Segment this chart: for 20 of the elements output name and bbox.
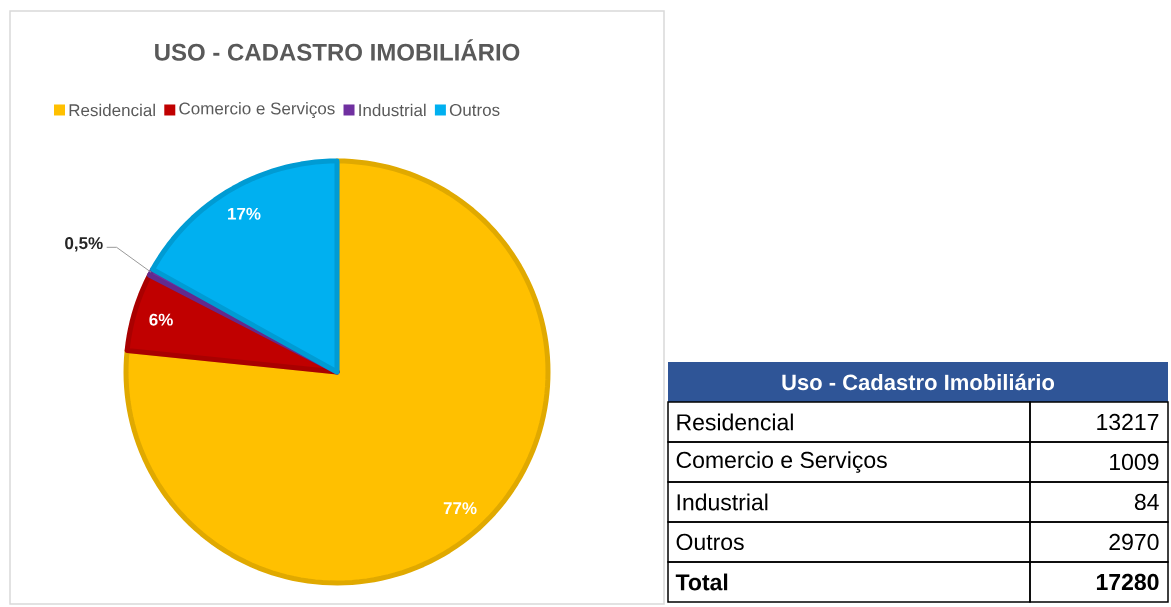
- legend-label: Comercio e Serviços: [179, 102, 335, 118]
- data-label: 84: [1134, 493, 1159, 511]
- legend-label: Industrial: [359, 103, 426, 117]
- category-label: Residencial: [677, 413, 793, 431]
- data-label: 17%: [228, 207, 261, 220]
- category-label: Outros: [676, 533, 744, 551]
- chart-title: USO - CADASTRO IMOBILIÁRIO: [155, 39, 520, 61]
- data-label: 1009: [1110, 453, 1159, 471]
- legend-label: Outros: [449, 103, 500, 117]
- data-label: 6%: [149, 313, 173, 326]
- category-label: Total: [675, 573, 728, 591]
- data-label: 0,5%: [65, 237, 103, 252]
- data-label: 2970: [1109, 533, 1159, 551]
- data-label: 17280: [1096, 573, 1159, 591]
- category-label: Industrial: [677, 493, 768, 511]
- legend-label: Residencial: [69, 103, 155, 117]
- text: Uso - Cadastro Imobiliário: [782, 373, 1055, 391]
- data-label: 77%: [443, 502, 477, 515]
- data-label: 13217: [1097, 413, 1159, 431]
- category-label: Comercio e Serviços: [676, 451, 887, 473]
